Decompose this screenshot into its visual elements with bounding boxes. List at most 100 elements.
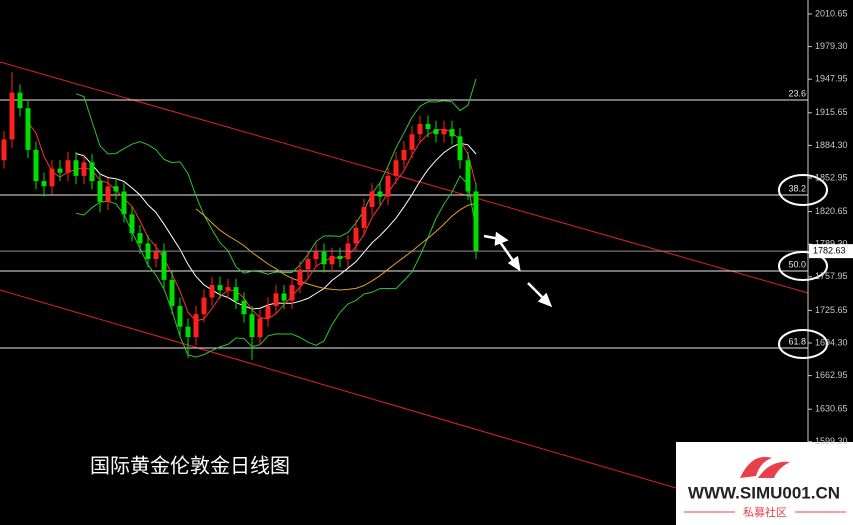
candle-body — [417, 123, 423, 135]
plot — [0, 71, 808, 360]
candle-body — [65, 160, 71, 173]
candle-body — [233, 287, 239, 301]
candle-body — [329, 255, 335, 265]
candle-body — [129, 214, 135, 234]
chart-title: 国际黄金伦敦金日线图 — [90, 454, 290, 477]
candle-body — [433, 129, 439, 135]
candle-body — [9, 92, 15, 140]
candle-body — [313, 251, 319, 260]
arrow — [527, 282, 545, 300]
candle-body — [249, 314, 255, 338]
arrow-head — [537, 292, 553, 308]
fib-label: 61.8 — [788, 336, 806, 346]
candle-body — [25, 108, 31, 150]
current-price-label: 1782.63 — [813, 246, 846, 256]
candle-body — [281, 293, 287, 301]
candle-body — [289, 285, 295, 301]
fib-label: 50.0 — [788, 259, 806, 269]
candle-body — [377, 191, 383, 197]
candle-body — [361, 207, 367, 228]
bollinger-upper — [75, 78, 477, 275]
fib-label: 38.2 — [788, 183, 806, 193]
y-tick-label: 1662.95 — [815, 370, 848, 380]
y-tick-label: 1979.30 — [815, 41, 848, 51]
y-tick-label: 1599.30 — [815, 436, 848, 446]
candle-body — [33, 149, 39, 182]
ma-slow — [195, 203, 477, 291]
candle-body — [161, 251, 167, 280]
candle-body — [73, 160, 79, 176]
candle-body — [457, 136, 463, 161]
ellipse — [778, 174, 828, 206]
bollinger-lower — [75, 175, 477, 358]
candle-body — [305, 259, 311, 270]
logo-icon — [758, 461, 790, 478]
candle-body — [425, 123, 431, 130]
y-tick-label: 1725.65 — [815, 305, 848, 315]
candle-body — [121, 191, 127, 215]
fib-label: 23.6 — [788, 88, 806, 98]
candle-body — [153, 251, 159, 260]
current-price-box — [809, 244, 853, 259]
arrow-head — [507, 255, 521, 272]
y-tick-label: 1852.95 — [815, 172, 848, 182]
candle-body — [409, 134, 415, 150]
ellipse — [778, 329, 828, 359]
candle-body — [441, 129, 447, 135]
candle-body — [105, 186, 111, 202]
candle-body — [177, 305, 183, 327]
candle-body — [193, 314, 199, 338]
y-tick-label: 1789.30 — [815, 239, 848, 249]
y-tick-label: 1694.30 — [815, 337, 848, 347]
arrow — [498, 241, 516, 263]
candle-body — [473, 191, 479, 252]
candle-body — [169, 279, 175, 306]
candle-body — [353, 227, 359, 244]
y-tick-label: 1757.95 — [815, 271, 848, 281]
candle-body — [201, 297, 207, 315]
logo-icon — [740, 456, 772, 478]
ellipse — [778, 251, 828, 281]
candle-body — [209, 285, 215, 298]
candle-body — [385, 175, 391, 197]
candle-body — [137, 233, 143, 244]
candle-body — [81, 162, 87, 176]
candle-body — [185, 326, 191, 338]
candle-body — [393, 160, 399, 176]
candle-body — [57, 168, 63, 173]
channel-lower — [0, 289, 701, 496]
arrows — [483, 231, 553, 308]
y-tick-label: 1915.65 — [815, 107, 848, 117]
candle-body — [337, 255, 343, 260]
candle-body — [265, 305, 271, 319]
candle-body — [89, 162, 95, 182]
y-tick-label: 1820.65 — [815, 206, 848, 216]
y-tick-label: 1884.30 — [815, 140, 848, 150]
watermark-name: 私募社区 — [743, 505, 787, 519]
candle-body — [449, 129, 455, 137]
candle-body — [241, 300, 247, 315]
y-tick-label: 1630.65 — [815, 404, 848, 414]
candle-body — [97, 181, 103, 202]
candle-body — [17, 92, 23, 109]
y-tick-label: 2010.65 — [815, 8, 848, 18]
candle-body — [113, 186, 119, 192]
candle-body — [49, 168, 55, 187]
watermark-site: WWW.SIMU001.CN — [688, 483, 840, 502]
candle-body — [465, 160, 471, 192]
candle-body — [321, 251, 327, 265]
candle-body — [225, 287, 231, 291]
candle-body — [297, 269, 303, 286]
candle-body — [369, 191, 375, 208]
candle-body — [217, 285, 223, 291]
candle-body — [41, 181, 47, 187]
candle-body — [1, 139, 7, 161]
watermark-box — [676, 442, 853, 525]
watermark: WWW.SIMU001.CN 私募社区 — [676, 442, 853, 525]
candle-body — [401, 149, 407, 161]
channel-upper — [0, 61, 809, 294]
candle-body — [273, 293, 279, 306]
candle-body — [257, 318, 263, 338]
